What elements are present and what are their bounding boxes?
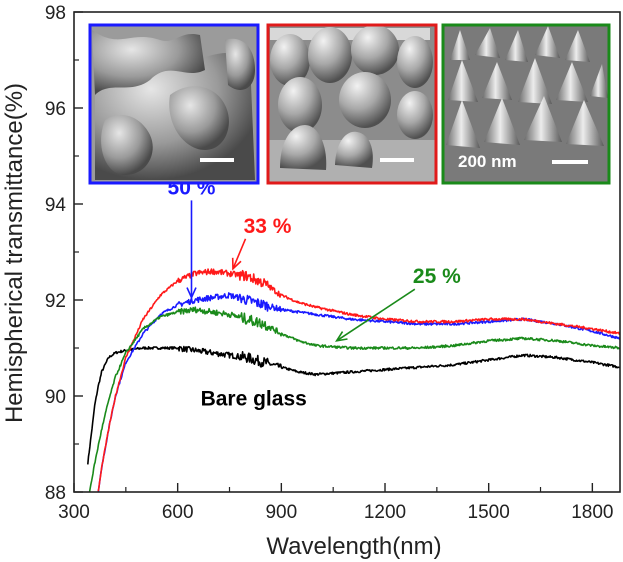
scale-bar-label: 200 nm bbox=[458, 152, 517, 171]
annotation-arrowhead-1 bbox=[231, 257, 242, 271]
y-tick-label: 94 bbox=[45, 195, 67, 216]
sem-inset-33 bbox=[266, 23, 438, 185]
y-tick-label: 90 bbox=[45, 387, 66, 408]
y-tick-label: 92 bbox=[45, 291, 66, 312]
annotation-arrowhead-2 bbox=[334, 331, 348, 342]
x-tick-labels: 300 600 900 1200 1500 1800 bbox=[58, 502, 613, 523]
y-tick-label: 98 bbox=[45, 3, 66, 24]
series-line-0 bbox=[87, 345, 620, 465]
y-axis-label: Hemispherical transmittance(%) bbox=[1, 83, 28, 423]
annotation-arrowhead-0 bbox=[186, 287, 197, 300]
annotation-label-2: 25 % bbox=[413, 265, 461, 288]
x-axis-label: Wavelength(nm) bbox=[266, 533, 441, 560]
sem-inset-25: 200 nm bbox=[441, 23, 611, 185]
series-line-2 bbox=[97, 268, 620, 492]
y-tick-labels: 88 90 92 94 96 98 bbox=[45, 3, 67, 504]
y-tick-label: 96 bbox=[45, 99, 66, 120]
annotation-label-3: Bare glass bbox=[201, 388, 307, 411]
series-line-3 bbox=[88, 306, 620, 492]
annotation-arrow-1 bbox=[232, 238, 247, 270]
x-tick-label: 300 bbox=[58, 502, 90, 523]
x-tick-label: 1800 bbox=[571, 502, 613, 523]
sem-inset-50 bbox=[88, 23, 260, 185]
y-tick-label: 88 bbox=[45, 483, 66, 504]
x-tick-label: 900 bbox=[265, 502, 297, 523]
plot-frame bbox=[73, 11, 621, 493]
series-layer bbox=[87, 268, 620, 492]
x-tick-label: 1200 bbox=[364, 502, 406, 523]
x-tick-label: 1500 bbox=[468, 502, 510, 523]
annotation-label-1: 33 % bbox=[244, 215, 292, 238]
annotation-layer: 50 %33 %25 %Bare glass bbox=[168, 176, 462, 410]
x-tick-label: 600 bbox=[162, 502, 194, 523]
annotation-arrow-2 bbox=[336, 288, 416, 342]
